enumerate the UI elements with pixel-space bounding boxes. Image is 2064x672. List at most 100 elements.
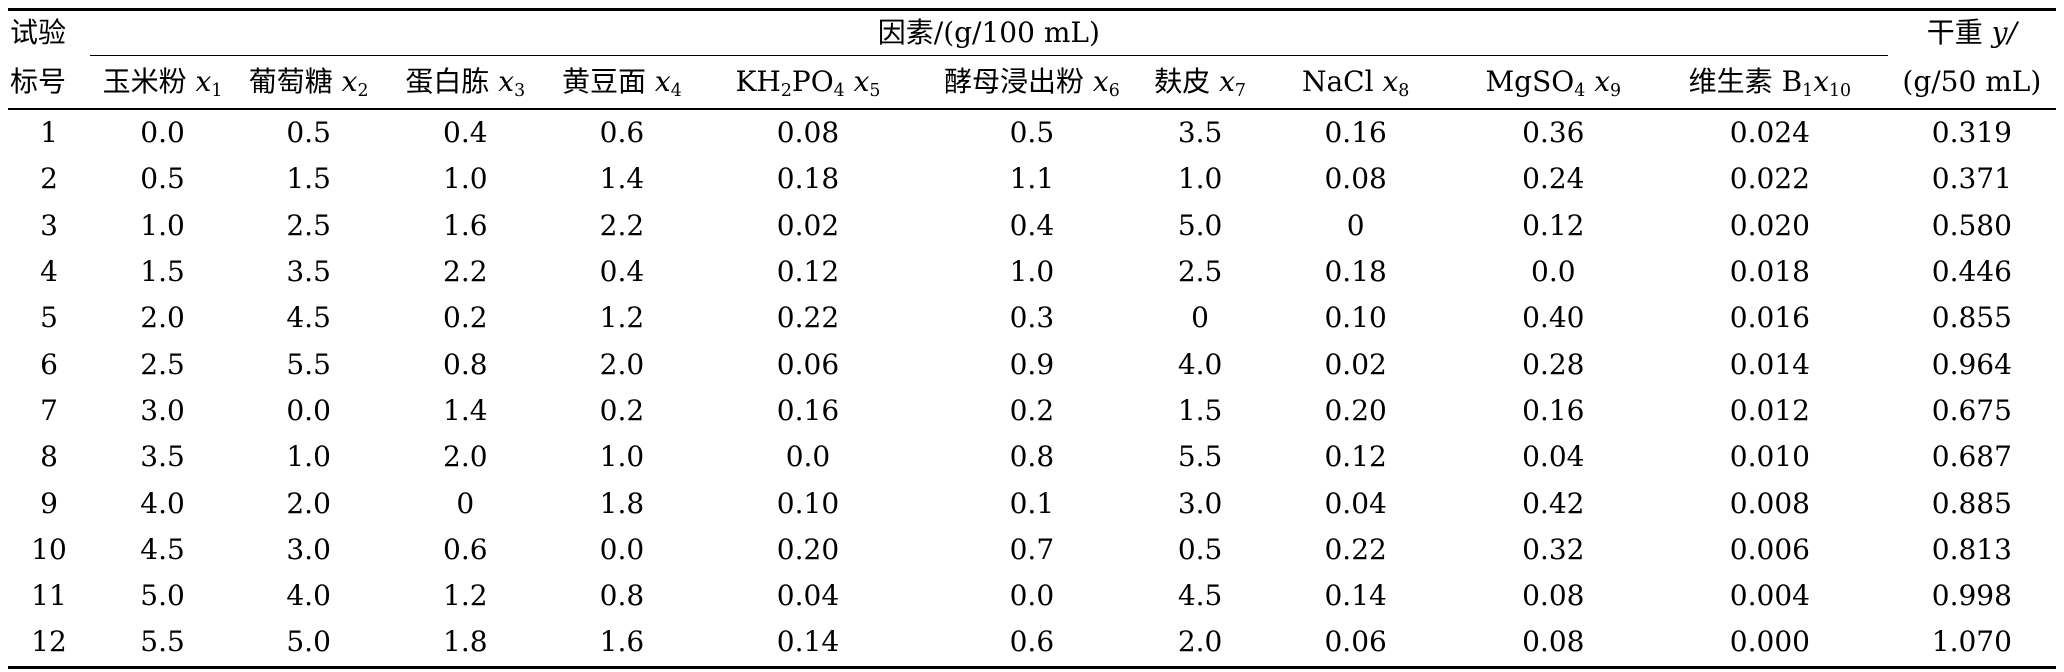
cell-glucose: 4.5 [286,301,331,335]
cell-vitamin-b1: 0.020 [1729,208,1810,242]
cell-kh2po4: 0.06 [776,347,840,381]
cell-dry-weight: 0.371 [1931,162,2012,196]
cell-peptone: 1.4 [443,393,488,427]
cell-trial-number: 8 [40,440,58,474]
cell-corn-flour: 2.0 [140,301,185,335]
cell-peptone: 0.4 [443,116,488,150]
col-header-glucose: 葡萄糖 x2 [248,65,369,101]
cell-dry-weight: 0.580 [1931,208,2012,242]
col-header-kh2po4: KH2PO4 x5 [735,65,881,101]
col-header-yeast-extract: 酵母浸出粉 x6 [944,65,1120,101]
cell-vitamin-b1: 0.010 [1729,440,1810,474]
cell-trial-number: 7 [40,393,58,427]
cell-bran: 4.5 [1177,579,1223,613]
cell-dry-weight: 0.319 [1931,116,2012,150]
cell-vitamin-b1: 0.022 [1729,162,1810,196]
table-row: 9 4.0 2.0 0 1.8 0.10 0.1 3.0 0.04 0.42 0.008 0.885 [8,480,2056,526]
cell-soybean-flour: 1.0 [599,440,645,474]
cell-yeast-extract: 1.1 [1009,162,1055,196]
cell-mgso4: 0.40 [1522,301,1585,335]
col-header-vitamin-b1: 维生素 B1x10 [1688,65,1852,101]
cell-yeast-extract: 0.2 [1009,393,1055,427]
cell-trial-number: 3 [40,208,58,242]
cell-corn-flour: 4.5 [140,532,185,566]
cell-glucose: 5.5 [286,347,331,381]
cell-yeast-extract: 0.9 [1009,347,1055,381]
cell-glucose: 1.5 [286,162,331,196]
cell-dry-weight: 0.446 [1931,255,2012,289]
cell-bran: 5.0 [1177,208,1223,242]
cell-soybean-flour: 2.0 [599,347,645,381]
cell-dry-weight: 0.855 [1931,301,2012,335]
cell-nacl: 0.16 [1324,116,1387,150]
cell-nacl: 0.08 [1324,162,1387,196]
table-row: 7 3.0 0.0 1.4 0.2 0.16 0.2 1.5 0.20 0.16 0.012 0.67… [8,388,2056,434]
cell-peptone: 0 [456,486,475,520]
cell-bran: 1.5 [1177,393,1223,427]
cell-mgso4: 0.04 [1522,440,1585,474]
cell-peptone: 1.8 [382,619,549,669]
cell-bran: 2.5 [1177,255,1223,289]
cell-corn-flour: 2.5 [140,347,185,381]
cell-nacl: 0.06 [1256,619,1455,669]
cell-corn-flour: 3.0 [140,393,185,427]
cell-nacl: 0.02 [1324,347,1387,381]
cell-dry-weight: 0.998 [1931,579,2012,613]
table-row: 10 4.5 3.0 0.6 0.0 0.20 0.7 0.5 0.22 0.32 0.006 0.8… [8,527,2056,573]
cell-nacl: 0.14 [1324,579,1387,613]
dry-weight-header-line2: (g/50 mL) [1902,64,2042,98]
table-row: 2 0.5 1.5 1.0 1.4 0.18 1.1 1.0 0.08 0.24 0.022 0.37… [8,156,2056,202]
cell-mgso4: 0.24 [1522,162,1585,196]
cell-soybean-flour: 0.4 [599,255,645,289]
cell-soybean-flour: 1.8 [599,486,645,520]
cell-trial-number: 10 [31,532,67,566]
table-row: 6 2.5 5.5 0.8 2.0 0.06 0.9 4.0 0.02 0.28 0.014 0.96… [8,341,2056,387]
cell-glucose: 3.5 [286,255,331,289]
cell-nacl: 0.10 [1324,301,1387,335]
cell-soybean-flour: 2.2 [599,208,645,242]
cell-mgso4: 0.42 [1522,486,1585,520]
cell-corn-flour: 5.5 [89,619,236,669]
cell-vitamin-b1: 0.012 [1729,393,1810,427]
cell-trial-number: 9 [40,486,58,520]
cell-mgso4: 0.36 [1522,116,1585,150]
cell-peptone: 0.8 [443,347,488,381]
cell-corn-flour: 4.0 [140,486,185,520]
cell-glucose: 1.0 [286,440,331,474]
cell-yeast-extract: 1.0 [1009,255,1055,289]
cell-trial-number: 11 [31,579,67,613]
cell-kh2po4: 0.22 [776,301,840,335]
dry-weight-header-line1: 干重 y/ [1926,16,2017,50]
cell-bran: 0.5 [1177,532,1223,566]
factors-header: 因素/(g/100 mL) [89,9,1888,56]
cell-bran: 1.0 [1177,162,1223,196]
cell-kh2po4: 0.16 [776,393,840,427]
cell-vitamin-b1: 0.018 [1729,255,1810,289]
cell-soybean-flour: 0.2 [599,393,645,427]
cell-kh2po4: 0.04 [776,579,840,613]
cell-dry-weight: 0.885 [1931,486,2012,520]
cell-trial-number: 4 [40,255,58,289]
cell-corn-flour: 0.0 [140,116,185,150]
cell-corn-flour: 5.0 [140,579,185,613]
cell-vitamin-b1: 0.008 [1729,486,1810,520]
cell-soybean-flour: 0.8 [599,579,645,613]
cell-kh2po4: 0.14 [695,619,921,669]
cell-nacl: 0.22 [1324,532,1387,566]
cell-bran: 4.0 [1177,347,1223,381]
cell-soybean-flour: 0.0 [599,532,645,566]
cell-glucose: 5.0 [235,619,383,669]
cell-mgso4: 0.12 [1522,208,1585,242]
cell-yeast-extract: 0.3 [1009,301,1055,335]
col-header-mgso4: MgSO4 x9 [1485,65,1622,101]
cell-yeast-extract: 0.5 [1009,116,1055,150]
cell-trial-number: 1 [40,116,58,150]
cell-soybean-flour: 1.4 [599,162,645,196]
cell-corn-flour: 0.5 [140,162,185,196]
cell-yeast-extract: 0.6 [920,619,1144,669]
cell-bran: 2.0 [1143,619,1257,669]
col-header-nacl: NaCl x8 [1301,65,1410,101]
col-header-peptone: 蛋白胨 x3 [405,65,526,101]
cell-trial-number: 12 [8,619,90,669]
cell-kh2po4: 0.0 [785,440,831,474]
